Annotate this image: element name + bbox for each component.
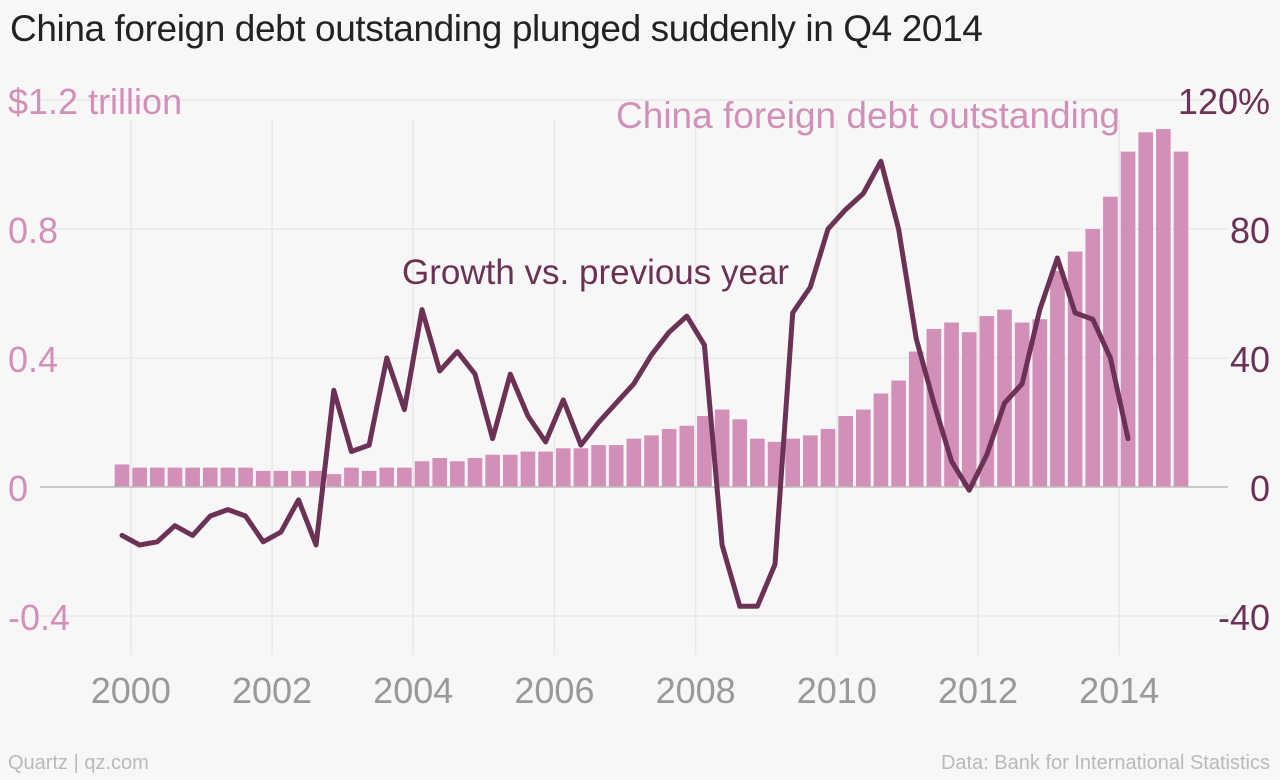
- debt-bar-48: [961, 332, 977, 487]
- debt-bar-16: [397, 467, 412, 487]
- debt-bar-25: [555, 448, 571, 487]
- debt-bar-35: [732, 419, 748, 487]
- debt-bar-15: [379, 467, 395, 487]
- right-tick-label-3: -40: [1218, 597, 1270, 638]
- footer-data-credit: Data: Bank for International Statistics: [940, 752, 1270, 774]
- debt-bar-27: [591, 445, 606, 487]
- debt-bar-37: [767, 441, 783, 487]
- x-tick-label-7: 2014: [1079, 670, 1159, 711]
- right-tick-label-2: 0: [1250, 468, 1270, 509]
- debt-bar-3: [167, 467, 183, 487]
- bar-series-label: China foreign debt outstanding: [616, 95, 1120, 136]
- x-tick-label-0: 2000: [91, 670, 171, 711]
- debt-bar-39: [803, 435, 818, 487]
- x-tick-label-4: 2008: [656, 670, 736, 711]
- debt-bar-56: [1103, 196, 1118, 487]
- tick-labels: 2000 2002 2004 2006 2008 2010 2012 2014 0.8 0.4 0 -…: [8, 81, 1270, 711]
- debt-bar-9: [273, 470, 289, 487]
- debt-bar-59: [1156, 129, 1171, 487]
- debt-bar-36: [750, 438, 765, 487]
- debt-bar-40: [820, 428, 836, 487]
- left-tick-label-3: -0.4: [8, 597, 70, 638]
- debt-bar-55: [1085, 229, 1101, 487]
- right-axis-top-label: 120%: [1178, 81, 1270, 122]
- left-axis-top-label: $1.2 trillion: [8, 81, 182, 122]
- debt-bar-19: [450, 461, 465, 487]
- debt-bar-6: [220, 467, 236, 487]
- right-tick-label-0: 80: [1230, 210, 1270, 251]
- debt-bar-20: [467, 457, 483, 487]
- debt-bar-50: [997, 309, 1012, 487]
- left-tick-label-0: 0.8: [8, 210, 58, 251]
- debt-bar-60: [1173, 151, 1189, 487]
- debt-bar-17: [414, 461, 430, 487]
- debt-bar-14: [361, 470, 377, 487]
- debt-bar-10: [291, 470, 306, 487]
- left-tick-label-1: 0.4: [8, 339, 58, 380]
- debt-bar-52: [1032, 319, 1048, 487]
- debt-bar-45: [908, 351, 924, 487]
- gridlines: [40, 99, 1228, 655]
- debt-bar-53: [1050, 270, 1065, 487]
- debt-bar-5: [202, 467, 218, 487]
- debt-bar-8: [255, 470, 271, 487]
- debt-bar-42: [855, 409, 871, 487]
- line-series-label: Growth vs. previous year: [402, 253, 789, 292]
- debt-bar-28: [608, 445, 624, 487]
- debt-bar-23: [520, 451, 536, 487]
- debt-bar-2: [149, 467, 165, 487]
- debt-bar-21: [485, 454, 500, 487]
- debt-bar-22: [502, 454, 518, 487]
- debt-bar-31: [661, 428, 677, 487]
- debt-bar-51: [1014, 322, 1030, 487]
- debt-bar-54: [1067, 251, 1083, 487]
- debt-bar-30: [644, 435, 659, 487]
- debt-bar-58: [1138, 132, 1154, 487]
- debt-bar-32: [679, 425, 695, 487]
- debt-bar-24: [538, 451, 553, 487]
- debt-bar-12: [326, 474, 342, 487]
- x-tick-label-5: 2010: [797, 670, 877, 711]
- debt-bar-7: [238, 467, 253, 487]
- debt-bar-26: [573, 448, 589, 487]
- debt-bar-44: [891, 380, 906, 487]
- debt-bar-41: [838, 416, 853, 487]
- x-tick-label-3: 2006: [514, 670, 594, 711]
- debt-bar-57: [1120, 151, 1136, 487]
- debt-bar-18: [432, 457, 448, 487]
- debt-bar-11: [308, 470, 324, 487]
- right-tick-label-1: 40: [1230, 339, 1270, 380]
- debt-bars: [114, 129, 1189, 487]
- left-tick-label-2: 0: [8, 468, 28, 509]
- debt-bar-4: [185, 467, 200, 487]
- debt-bar-43: [873, 393, 889, 487]
- debt-bar-29: [626, 438, 642, 487]
- x-tick-label-1: 2002: [232, 670, 312, 711]
- debt-bar-0: [114, 464, 130, 487]
- debt-bar-34: [714, 409, 730, 487]
- debt-bar-13: [344, 467, 359, 487]
- debt-bar-1: [132, 467, 147, 487]
- chart-title: China foreign debt outstanding plunged s…: [10, 8, 983, 49]
- growth-line: [119, 158, 1131, 609]
- debt-bar-33: [697, 416, 712, 487]
- footer-source: Quartz | qz.com: [8, 752, 149, 774]
- x-tick-label-2: 2004: [373, 670, 453, 711]
- debt-bar-38: [785, 438, 801, 487]
- x-tick-label-6: 2012: [938, 670, 1018, 711]
